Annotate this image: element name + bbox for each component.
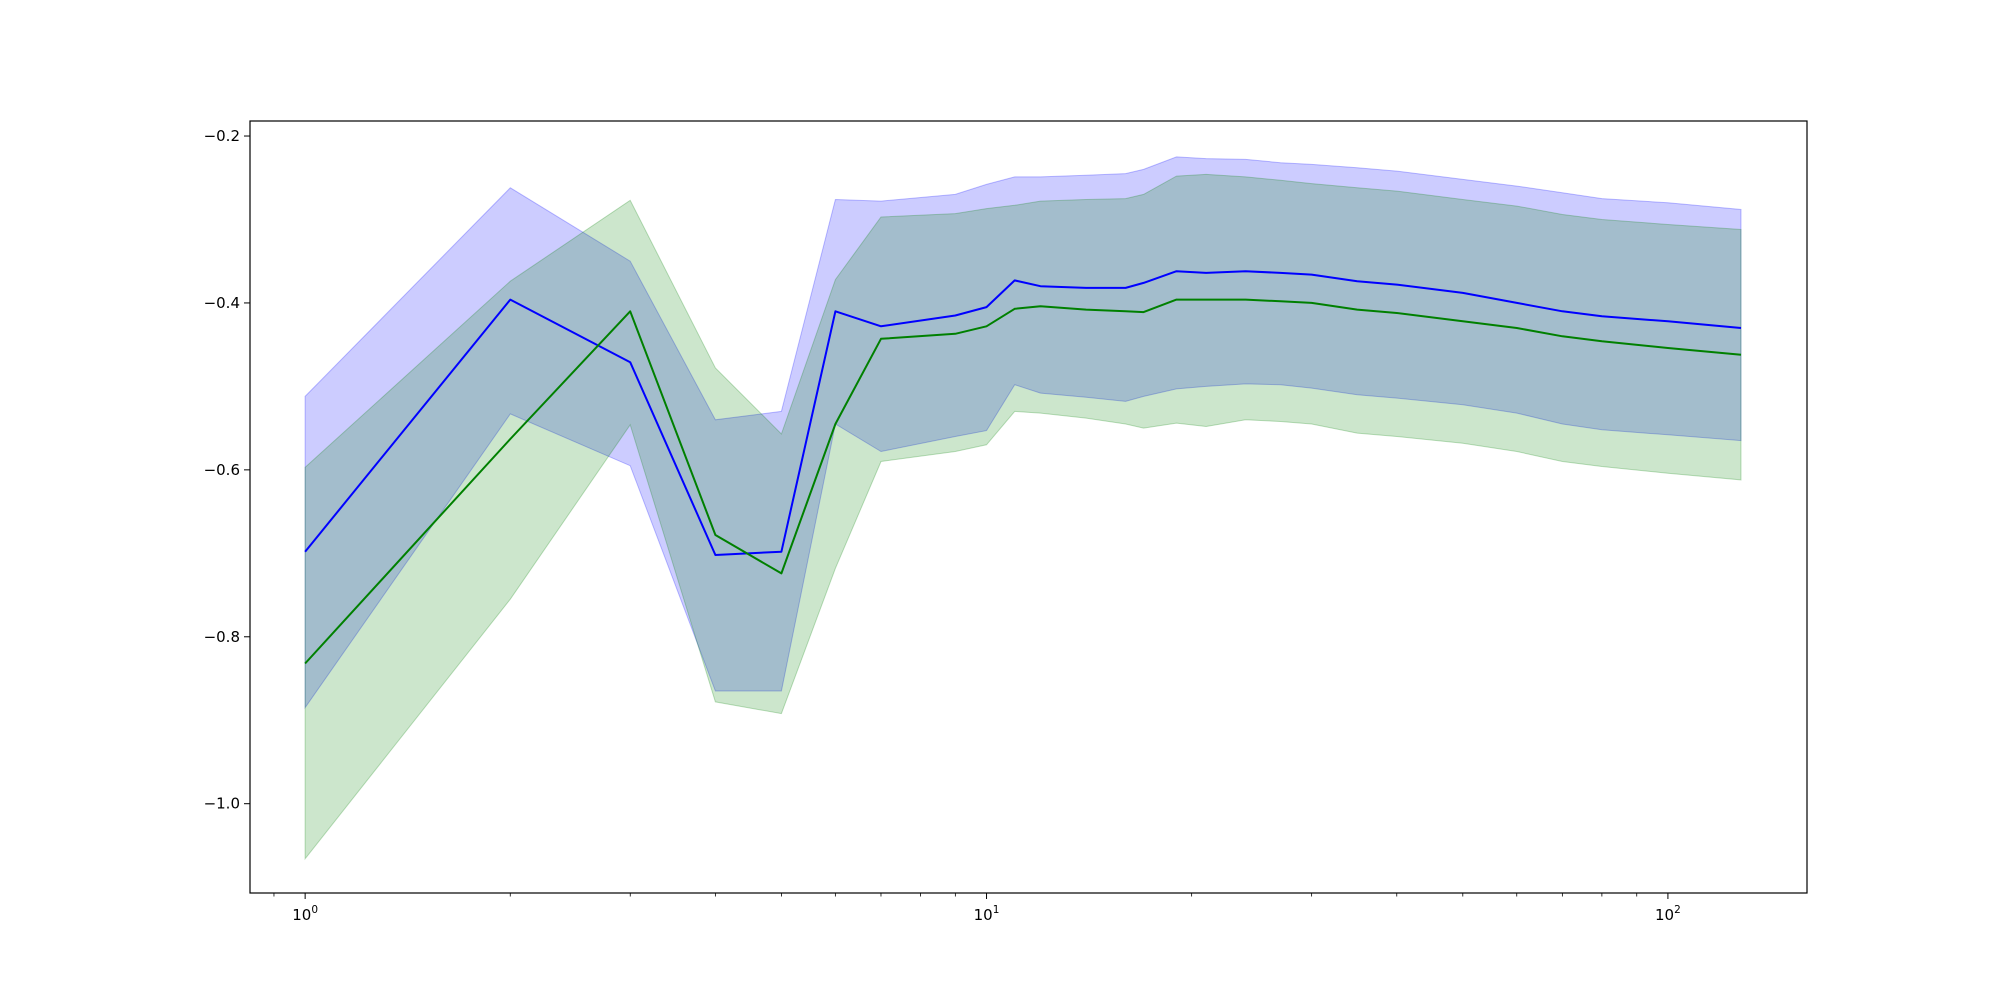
series-1-band bbox=[304, 156, 1742, 710]
y-tick-label: −1.0 bbox=[204, 795, 240, 813]
x-axis: 100 101 102 bbox=[273, 893, 1681, 924]
y-tick-label: −0.4 bbox=[204, 294, 240, 312]
series-2-line bbox=[304, 298, 1742, 665]
series-2-band bbox=[304, 173, 1742, 861]
x-tick-label: 102 bbox=[1655, 904, 1681, 924]
plot-area-frame bbox=[249, 120, 1808, 894]
confidence-bands bbox=[304, 156, 1742, 861]
y-tick-label: −0.6 bbox=[204, 461, 240, 479]
y-tick-label: −0.2 bbox=[204, 127, 240, 145]
series-1-line bbox=[304, 270, 1742, 556]
x-tick-label: 100 bbox=[292, 904, 318, 924]
y-tick-label: −0.8 bbox=[204, 628, 240, 646]
y-axis: −0.2 −0.4 −0.6 −0.8 −1.0 bbox=[204, 127, 250, 813]
x-tick-label: 101 bbox=[974, 904, 1000, 924]
series-lines bbox=[304, 270, 1742, 665]
